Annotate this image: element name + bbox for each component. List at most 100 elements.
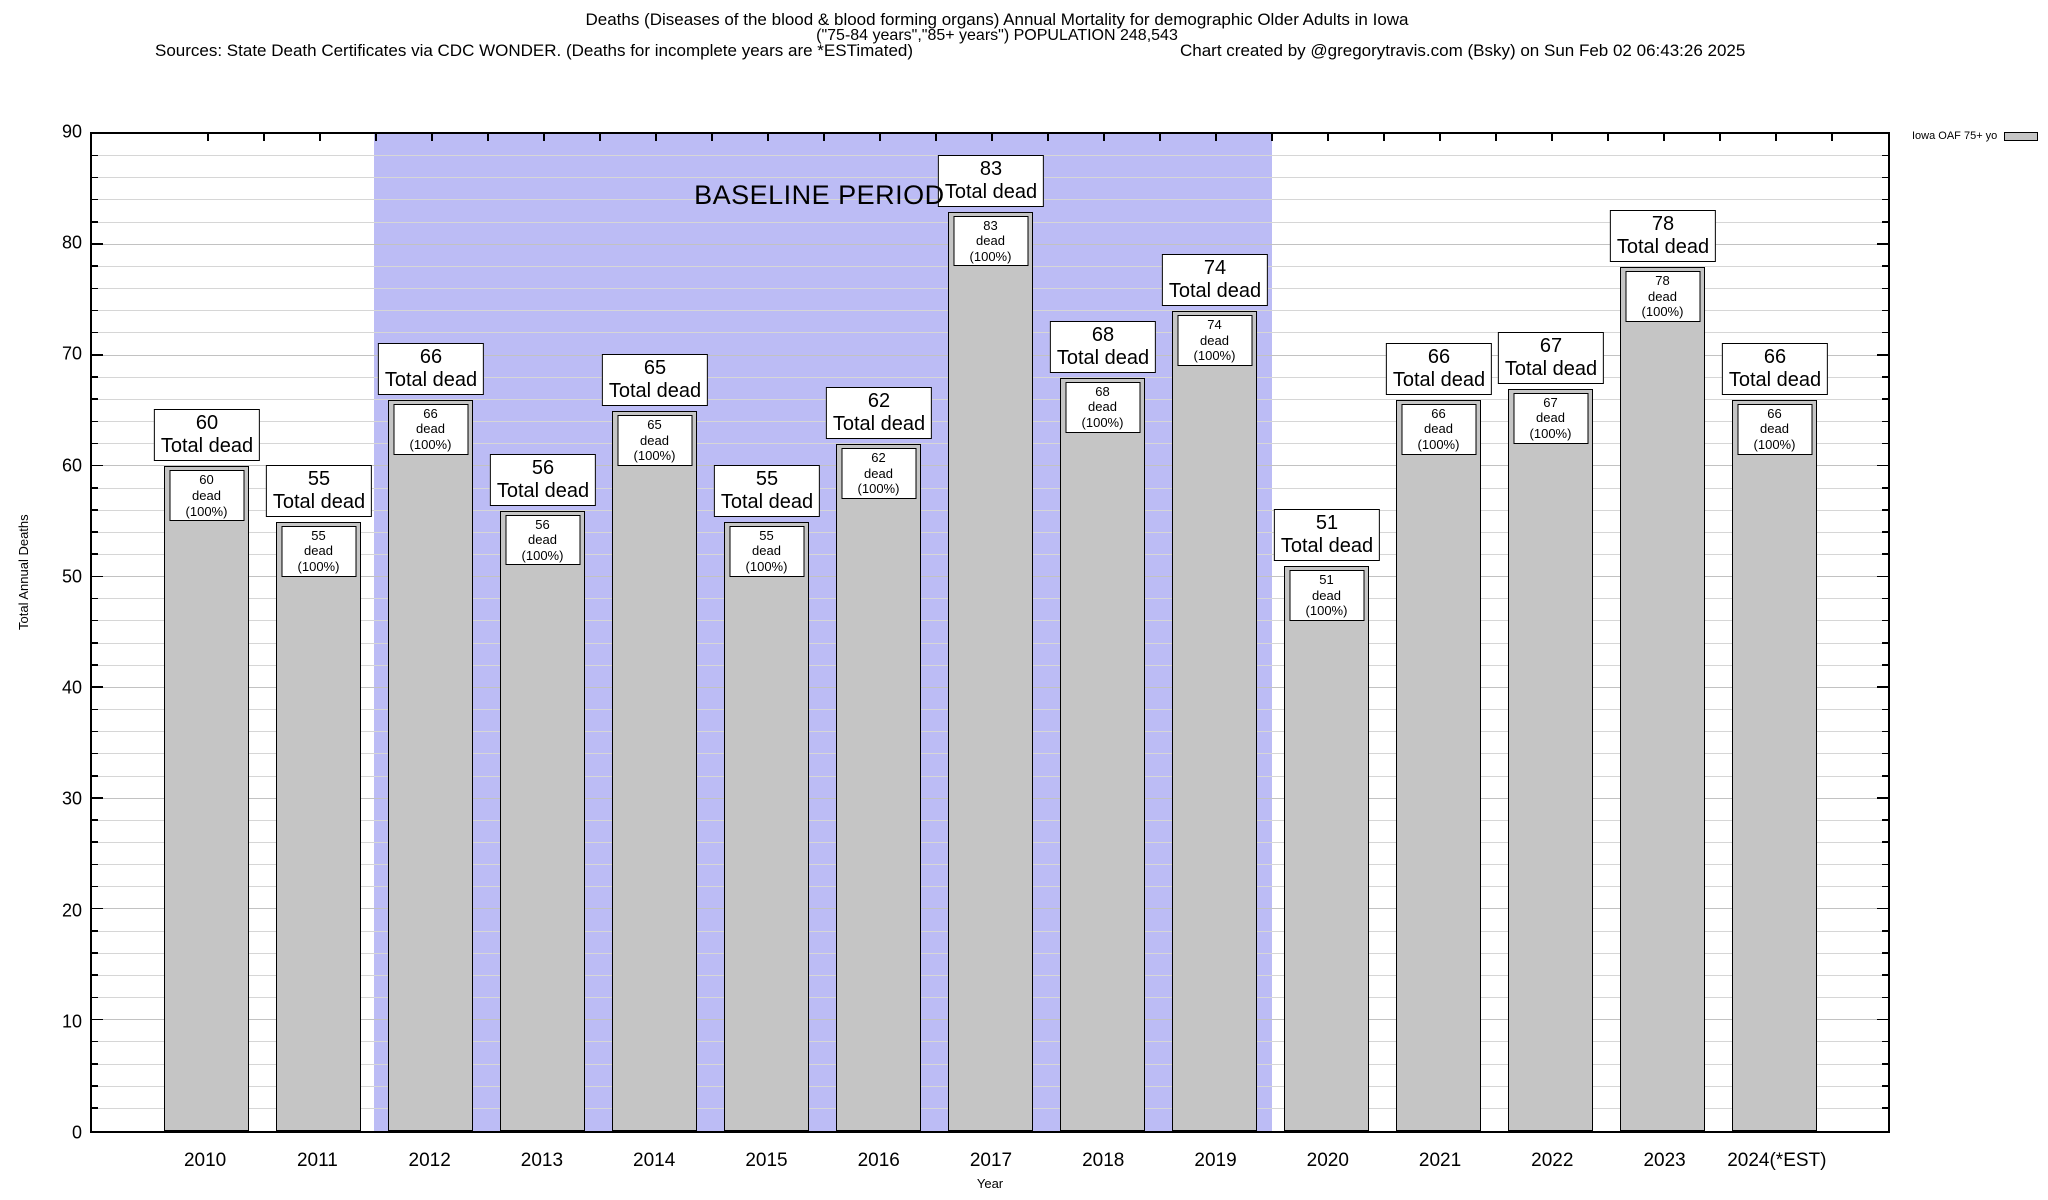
y-axis-tick [1882, 420, 1888, 423]
bar-2015: 55 dead (100%) [724, 521, 809, 1131]
bar-inner-label-caption: dead (100%) [1753, 421, 1796, 453]
baseline-period-label: BASELINE PERIOD [694, 180, 945, 210]
bar-inner-label-value: 62 [871, 450, 886, 466]
bar-label-box: 67 Total dead [1497, 331, 1605, 384]
bar-slot-2010: 60 Total dead 60 dead (100%) [151, 134, 265, 1131]
bar-inner-label-value: 66 [1431, 405, 1446, 421]
y-axis-tick [1882, 974, 1888, 976]
bar-label-box: 55 Total dead [265, 464, 373, 517]
x-axis-tick [991, 134, 993, 141]
y-axis-tick [1882, 708, 1888, 711]
y-axis-tick-label: 30 [61, 788, 82, 809]
bar-inner-label-box: 78 dead (100%) [1625, 270, 1700, 322]
x-axis-tick [935, 134, 937, 141]
bar-2019: 74 dead (100%) [1172, 311, 1257, 1131]
x-axis-labels: 2010 2011 2012 2013 2014 2015 2016 2017 2018 2019… [90, 1150, 1890, 1172]
y-axis-tick [1882, 1085, 1888, 1087]
y-axis-tick [1877, 797, 1888, 799]
bar-slot-2024(*EST): 66 Total dead 66 dead (100%) [1719, 134, 1833, 1131]
x-axis-tick [1103, 134, 1105, 141]
y-axis-tick [1882, 885, 1888, 888]
x-axis-label-2017: 2017 [969, 1150, 1013, 1171]
bar-label-value: 68 [1091, 323, 1115, 346]
bar-inner-label-box: 55 dead (100%) [729, 525, 804, 577]
bar-slot-2023: 78 Total dead 78 dead (100%) [1607, 134, 1721, 1131]
x-axis-label-2020: 2020 [1306, 1150, 1349, 1171]
bar-2023: 78 dead (100%) [1620, 266, 1705, 1131]
x-axis-tick [711, 134, 713, 141]
y-axis-tick [92, 265, 98, 267]
bar-label-box: 66 Total dead [1721, 342, 1829, 395]
bar-inner-label-box: 65 dead (100%) [617, 414, 692, 466]
bar-2022: 67 dead (100%) [1508, 388, 1593, 1131]
bar-inner-label-caption: dead (100%) [521, 532, 564, 563]
y-axis-tick [1882, 309, 1888, 312]
bar-slot-2018: 68 Total dead 68 dead (100%) [1047, 134, 1161, 1131]
y-axis-tick [1882, 996, 1888, 999]
bar-label-box: 66 Total dead [377, 342, 485, 395]
y-axis-tick [92, 509, 98, 511]
bar-2017: 83 dead (100%) [948, 211, 1033, 1131]
bar-inner-label-box: 55 dead (100%) [281, 525, 356, 577]
y-axis-tick [92, 885, 98, 888]
y-axis-tick [92, 553, 98, 555]
bar-label-box: 62 Total dead [825, 387, 933, 440]
x-axis-tick [767, 134, 769, 141]
bar-label-value: 67 [1539, 334, 1563, 357]
x-axis-tick [487, 134, 489, 141]
x-axis-label-2022: 2022 [1531, 1150, 1574, 1171]
y-axis-tick [92, 619, 98, 622]
x-axis-tick [375, 134, 377, 141]
y-axis-tick [92, 287, 98, 290]
bar-label-caption: Total dead [272, 490, 366, 513]
bar-inner-label-value: 66 [423, 405, 438, 421]
y-axis-tick [1882, 154, 1888, 157]
y-axis-tick [1882, 487, 1888, 489]
y-axis-tick-label: 20 [61, 900, 82, 921]
y-axis-tick [1882, 531, 1888, 533]
bar-label-box: 60 Total dead [153, 409, 261, 462]
y-axis-tick [92, 1040, 98, 1043]
x-axis-label-2023: 2023 [1643, 1150, 1686, 1171]
bar-inner-label-value: 67 [1543, 394, 1558, 410]
bar-label-caption: Total dead [1728, 368, 1822, 391]
y-axis-tick [1877, 575, 1888, 578]
y-axis-tick [92, 1063, 98, 1065]
bar-slot-2013: 56 Total dead 56 dead (100%) [487, 134, 601, 1131]
bar-slot-2012: 66 Total dead 66 dead (100%) [375, 134, 489, 1131]
x-axis-tick [1663, 134, 1665, 141]
x-axis-label-2012: 2012 [408, 1150, 451, 1171]
bar-label-box: 74 Total dead [1161, 254, 1269, 307]
x-axis-tick [879, 134, 881, 141]
bar-inner-label-value: 68 [1095, 383, 1110, 399]
y-axis-tick [1882, 619, 1888, 622]
y-axis-tick [92, 819, 98, 821]
y-axis-tick [92, 863, 98, 866]
bar-inner-label-caption: dead (100%) [1641, 288, 1684, 320]
x-axis-label-2021: 2021 [1418, 1150, 1462, 1171]
x-axis-tick [1159, 134, 1161, 141]
bar-label-value: 65 [643, 356, 667, 379]
bar-inner-label-value: 78 [1655, 272, 1670, 288]
bar-label-caption: Total dead [720, 490, 814, 513]
y-axis-tick [1877, 686, 1888, 688]
x-axis-tick [319, 134, 321, 141]
y-axis-tick [92, 642, 98, 644]
bar-label-value: 51 [1315, 512, 1339, 535]
x-axis-tick [1551, 134, 1553, 141]
bar-label-box: 78 Total dead [1609, 209, 1717, 262]
y-axis-tick [1882, 1063, 1888, 1065]
x-axis-tick [655, 134, 657, 141]
y-axis-tick [92, 331, 98, 334]
x-axis-tick [1383, 134, 1385, 141]
bar-inner-label-caption: dead (100%) [745, 543, 788, 574]
y-axis-tick [1882, 819, 1888, 821]
bar-label-value: 62 [867, 390, 891, 413]
bar-inner-label-box: 66 dead (100%) [393, 403, 468, 455]
y-axis-tick [1882, 398, 1888, 400]
bar-inner-label-box: 67 dead (100%) [1513, 392, 1588, 444]
y-axis-tick [1882, 730, 1888, 733]
bar-inner-label-box: 60 dead (100%) [169, 470, 244, 522]
x-axis-label-2014: 2014 [633, 1150, 676, 1171]
